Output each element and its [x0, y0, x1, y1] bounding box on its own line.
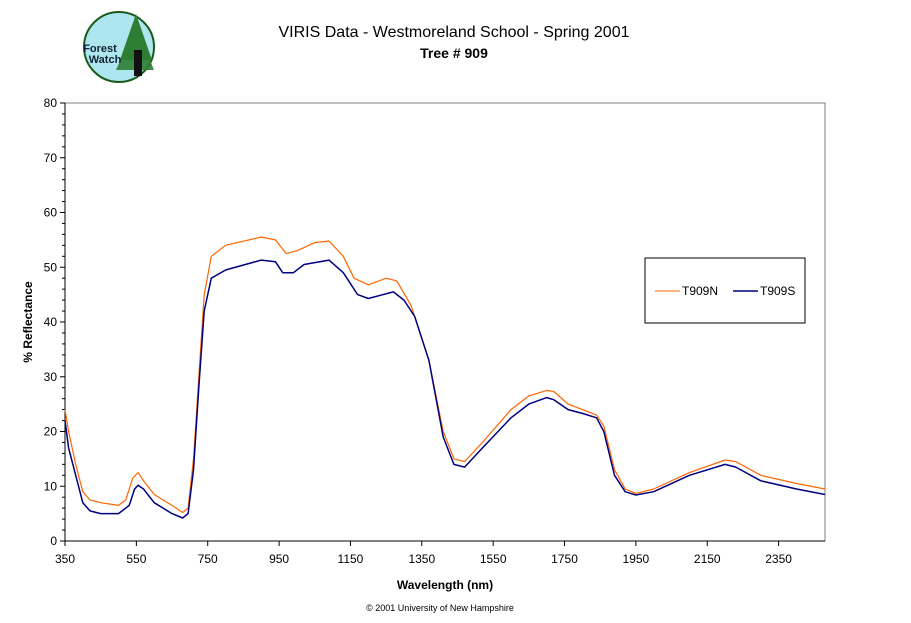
y-tick-label: 40: [44, 315, 58, 329]
y-axis-label: % Reflectance: [21, 281, 35, 363]
chart-subtitle: Tree # 909: [420, 45, 488, 61]
x-tick-label: 950: [269, 552, 289, 566]
x-tick-label: 350: [55, 552, 75, 566]
x-tick-label: 750: [198, 552, 218, 566]
svg-text:Watch: Watch: [89, 54, 122, 66]
x-tick-label: 1950: [623, 552, 650, 566]
legend-label-t909n: T909N: [682, 284, 718, 298]
copyright-footer: © 2001 University of New Hampshire: [366, 603, 514, 613]
x-tick-label: 550: [126, 552, 146, 566]
x-tick-label: 1150: [338, 552, 364, 566]
x-tick-label: 2150: [694, 552, 721, 566]
legend-label-t909s: T909S: [760, 284, 795, 298]
y-tick-label: 10: [44, 479, 58, 493]
legend: T909N T909S: [644, 257, 806, 324]
y-tick-label: 70: [44, 151, 58, 165]
x-tick-label: 1550: [480, 552, 507, 566]
svg-text:Forest: Forest: [83, 43, 117, 55]
y-tick-label: 20: [44, 425, 58, 439]
y-tick-label: 60: [44, 206, 58, 220]
x-tick-label: 1750: [551, 552, 578, 566]
series-line-t909n: [64, 236, 826, 514]
x-tick-label: 1350: [408, 552, 435, 566]
chart-title: VIRIS Data - Westmoreland School - Sprin…: [279, 24, 630, 41]
x-tick-label: 2350: [765, 552, 792, 566]
y-tick-label: 0: [50, 534, 57, 548]
x-axis-label: Wavelength (nm): [397, 578, 493, 592]
forest-watch-logo: Forest Watch: [83, 11, 155, 83]
y-tick-label: 50: [44, 260, 58, 274]
y-tick-label: 80: [44, 96, 58, 110]
y-tick-label: 30: [44, 370, 58, 384]
series-line-t909s: [64, 259, 826, 519]
